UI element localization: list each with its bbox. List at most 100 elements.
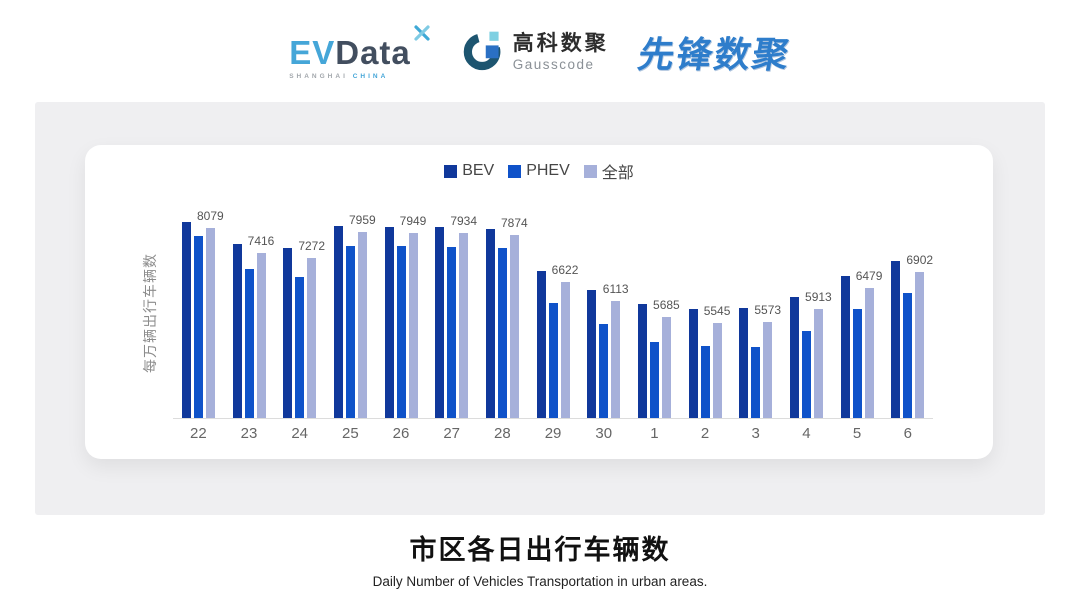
bar-group-29: 6622 — [528, 212, 579, 418]
data-label-26: 7949 — [399, 213, 427, 228]
data-label-6: 6902 — [906, 252, 934, 267]
gausscode-icon — [461, 28, 505, 77]
x-tick-4: 4 — [802, 425, 811, 442]
data-label-25: 7959 — [348, 213, 376, 228]
data-label-1: 5685 — [653, 298, 680, 313]
bar-BEV-3 — [739, 308, 749, 418]
data-label-30: 6113 — [602, 282, 629, 297]
bar-全部-22 — [205, 227, 215, 418]
gausscode-logo: 高科数聚 Gausscode — [461, 28, 609, 77]
gausscode-cn-name: 高科数聚 — [512, 32, 609, 56]
x-tick-22: 22 — [189, 425, 207, 442]
legend-item-全部[interactable]: 全部 — [583, 159, 634, 183]
x-tick-1: 1 — [650, 425, 659, 442]
evdata-logo-data: Data — [335, 34, 411, 71]
bar-BEV-27 — [435, 226, 445, 418]
data-label-29: 6622 — [551, 263, 579, 278]
x-tick-28: 28 — [494, 425, 511, 442]
evdata-logo-ev: EV — [289, 34, 336, 71]
bar-BEV-24 — [283, 248, 293, 418]
bar-BEV-1 — [637, 303, 647, 418]
legend-label: PHEV — [526, 162, 570, 179]
bar-group-2: 5545 — [680, 212, 731, 418]
bar-全部-28 — [509, 235, 519, 418]
chart-legend: BEV PHEV 全部 — [85, 159, 993, 183]
bar-group-24: 7272 — [274, 212, 325, 418]
data-label-5: 6479 — [855, 268, 883, 283]
x-tick-6: 6 — [903, 425, 912, 442]
caption: 市区各日出行车辆数 Daily Number of Vehicles Trans… — [0, 528, 1080, 589]
bar-PHEV-30 — [599, 324, 609, 418]
legend-item-BEV[interactable]: BEV — [444, 162, 494, 180]
legend-label: BEV — [462, 162, 495, 179]
bar-group-26: 7949 — [376, 212, 427, 418]
bar-PHEV-28 — [497, 248, 507, 418]
bar-group-1: 5685 — [629, 212, 680, 418]
bar-PHEV-23 — [244, 268, 254, 418]
bar-BEV-30 — [587, 289, 597, 418]
bar-BEV-5 — [840, 276, 850, 418]
bar-全部-4 — [813, 308, 823, 418]
bar-全部-24 — [307, 258, 317, 418]
legend-swatch — [508, 164, 522, 178]
bar-group-6: 6902 — [882, 212, 933, 418]
bar-全部-27 — [459, 233, 469, 418]
bar-BEV-4 — [789, 297, 799, 418]
x-tick-29: 29 — [544, 425, 562, 442]
bar-group-25: 7959 — [325, 212, 376, 418]
bar-PHEV-29 — [548, 303, 558, 418]
data-label-4: 5913 — [805, 289, 832, 304]
xianfeng-logo: 先锋数聚 — [634, 34, 794, 75]
bar-PHEV-3 — [751, 346, 761, 418]
bar-全部-26 — [408, 232, 418, 418]
legend-swatch — [583, 164, 597, 178]
x-tick-2: 2 — [700, 425, 710, 442]
x-tick-30: 30 — [595, 425, 613, 442]
x-tick-23: 23 — [240, 425, 258, 442]
bar-BEV-26 — [384, 227, 394, 418]
x-tick-27: 27 — [443, 425, 461, 442]
bar-PHEV-22 — [193, 236, 203, 418]
sparkle-icon — [413, 24, 431, 47]
bar-PHEV-6 — [903, 292, 913, 418]
bar-group-4: 5913 — [781, 212, 832, 418]
header-logos: EV Data SHANGHAI CHINA — [0, 16, 1080, 88]
bar-全部-5 — [864, 287, 874, 418]
x-tick-25: 25 — [342, 425, 359, 442]
bar-BEV-22 — [181, 222, 191, 418]
bar-PHEV-1 — [649, 342, 659, 418]
legend-swatch — [444, 164, 458, 178]
bar-全部-23 — [256, 252, 266, 418]
bar-PHEV-2 — [700, 346, 710, 418]
bar-group-28: 7874 — [477, 212, 528, 418]
bar-group-3: 5573 — [730, 212, 781, 418]
bar-PHEV-25 — [345, 245, 355, 418]
bar-全部-29 — [560, 282, 570, 418]
bar-全部-3 — [763, 321, 773, 418]
x-axis-line — [173, 418, 933, 419]
data-label-2: 5545 — [703, 303, 731, 318]
gausscode-en-name: Gausscode — [512, 56, 595, 72]
chart-subtitle: Daily Number of Vehicles Transportation … — [372, 574, 708, 589]
bar-group-22: 8079 — [173, 209, 224, 418]
bar-BEV-2 — [688, 309, 698, 418]
bar-PHEV-5 — [852, 309, 862, 418]
x-tick-26: 26 — [392, 425, 410, 442]
bar-PHEV-4 — [801, 330, 811, 418]
bar-全部-6 — [915, 271, 925, 418]
bar-PHEV-26 — [396, 246, 406, 418]
legend-item-PHEV[interactable]: PHEV — [508, 162, 570, 180]
bar-BEV-28 — [485, 229, 495, 418]
x-tick-24: 24 — [291, 425, 309, 442]
x-tick-3: 3 — [751, 425, 760, 442]
data-label-28: 7874 — [501, 216, 528, 231]
bar-BEV-23 — [232, 243, 242, 418]
bar-group-5: 6479 — [832, 212, 883, 418]
legend-label: 全部 — [601, 165, 634, 182]
x-axis-labels: 22 23 24 25 26 27 28 29 30 1 2 3 4 5 6 — [173, 425, 933, 442]
bar-全部-25 — [357, 232, 367, 418]
bar-全部-2 — [712, 322, 722, 418]
plot-area: 8079 7416 7272 7959 7949 7934 7874 6622 6113 5685… — [173, 209, 933, 418]
evdata-logo-subtext: SHANGHAI CHINA — [289, 73, 388, 80]
